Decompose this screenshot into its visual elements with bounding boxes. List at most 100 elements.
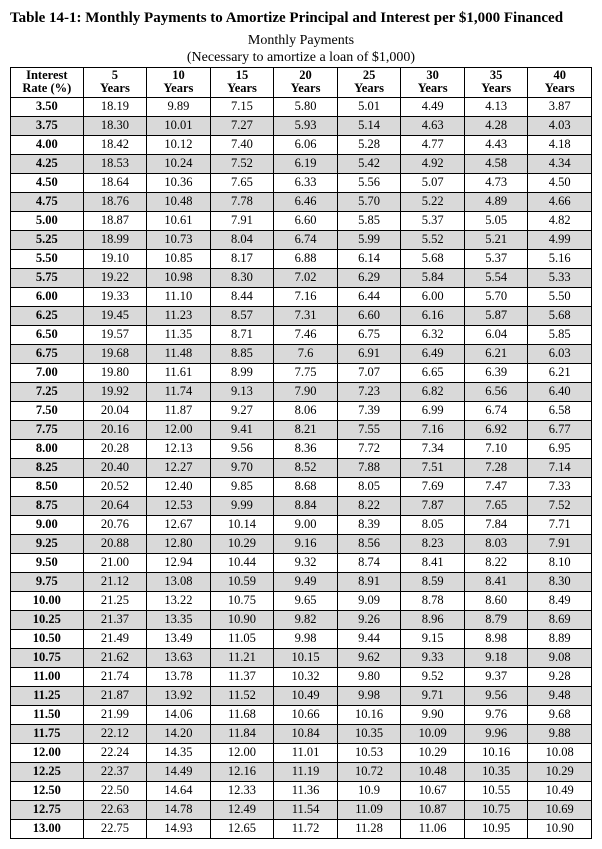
table-row: 4.7518.7610.487.786.465.705.224.894.66 (11, 193, 592, 212)
value-cell: 6.65 (401, 364, 465, 383)
table-row: 6.2519.4511.238.577.316.606.165.875.68 (11, 307, 592, 326)
rate-cell: 4.25 (11, 155, 84, 174)
value-cell: 8.69 (528, 611, 592, 630)
value-cell: 21.49 (83, 630, 147, 649)
value-cell: 6.04 (464, 326, 528, 345)
value-cell: 5.56 (337, 174, 401, 193)
table-row: 7.5020.0411.879.278.067.396.996.746.58 (11, 402, 592, 421)
rate-cell: 7.50 (11, 402, 84, 421)
value-cell: 10.75 (464, 801, 528, 820)
value-cell: 4.49 (401, 98, 465, 117)
rate-cell: 9.00 (11, 516, 84, 535)
table-row: 11.2521.8713.9211.5210.499.989.719.569.4… (11, 687, 592, 706)
table-row: 4.2518.5310.247.526.195.424.924.584.34 (11, 155, 592, 174)
value-cell: 8.05 (337, 478, 401, 497)
value-cell: 7.6 (274, 345, 338, 364)
value-cell: 4.34 (528, 155, 592, 174)
column-header: 5Years (83, 67, 147, 98)
value-cell: 8.52 (274, 459, 338, 478)
value-cell: 19.68 (83, 345, 147, 364)
value-cell: 8.98 (464, 630, 528, 649)
rate-cell: 9.50 (11, 554, 84, 573)
value-cell: 5.99 (337, 231, 401, 250)
value-cell: 5.33 (528, 269, 592, 288)
value-cell: 12.80 (147, 535, 211, 554)
value-cell: 10.59 (210, 573, 274, 592)
value-cell: 9.89 (147, 98, 211, 117)
value-cell: 5.70 (464, 288, 528, 307)
value-cell: 6.46 (274, 193, 338, 212)
value-cell: 21.74 (83, 668, 147, 687)
rate-cell: 5.75 (11, 269, 84, 288)
value-cell: 8.22 (337, 497, 401, 516)
value-cell: 9.90 (401, 706, 465, 725)
value-cell: 9.65 (274, 592, 338, 611)
value-cell: 12.40 (147, 478, 211, 497)
value-cell: 13.92 (147, 687, 211, 706)
value-cell: 22.75 (83, 820, 147, 839)
table-row: 6.0019.3311.108.447.166.446.005.705.50 (11, 288, 592, 307)
value-cell: 11.19 (274, 763, 338, 782)
rate-cell: 10.00 (11, 592, 84, 611)
table-row: 5.5019.1010.858.176.886.145.685.375.16 (11, 250, 592, 269)
value-cell: 6.60 (337, 307, 401, 326)
value-cell: 10.35 (464, 763, 528, 782)
value-cell: 19.10 (83, 250, 147, 269)
value-cell: 9.70 (210, 459, 274, 478)
value-cell: 8.85 (210, 345, 274, 364)
value-cell: 4.82 (528, 212, 592, 231)
value-cell: 6.99 (401, 402, 465, 421)
value-cell: 7.78 (210, 193, 274, 212)
value-cell: 11.09 (337, 801, 401, 820)
value-cell: 11.28 (337, 820, 401, 839)
value-cell: 4.28 (464, 117, 528, 136)
rate-cell: 11.00 (11, 668, 84, 687)
value-cell: 10.29 (528, 763, 592, 782)
value-cell: 6.29 (337, 269, 401, 288)
value-cell: 10.35 (337, 725, 401, 744)
value-cell: 5.68 (528, 307, 592, 326)
value-cell: 6.14 (337, 250, 401, 269)
table-row: 9.5021.0012.9410.449.328.748.418.228.10 (11, 554, 592, 573)
rate-cell: 8.00 (11, 440, 84, 459)
table-row: 6.5019.5711.358.717.466.756.326.045.85 (11, 326, 592, 345)
value-cell: 10.09 (401, 725, 465, 744)
table-row: 11.0021.7413.7811.3710.329.809.529.379.2… (11, 668, 592, 687)
value-cell: 13.08 (147, 573, 211, 592)
table-row: 10.5021.4913.4911.059.989.449.158.988.89 (11, 630, 592, 649)
column-header: 40Years (528, 67, 592, 98)
value-cell: 6.21 (464, 345, 528, 364)
value-cell: 10.53 (337, 744, 401, 763)
value-cell: 6.33 (274, 174, 338, 193)
value-cell: 18.53 (83, 155, 147, 174)
value-cell: 11.84 (210, 725, 274, 744)
table-row: 7.2519.9211.749.137.907.236.826.566.40 (11, 383, 592, 402)
value-cell: 7.28 (464, 459, 528, 478)
value-cell: 21.12 (83, 573, 147, 592)
value-cell: 14.78 (147, 801, 211, 820)
value-cell: 7.91 (210, 212, 274, 231)
value-cell: 8.60 (464, 592, 528, 611)
value-cell: 8.39 (337, 516, 401, 535)
value-cell: 22.50 (83, 782, 147, 801)
table-row: 9.2520.8812.8010.299.168.568.238.037.91 (11, 535, 592, 554)
value-cell: 10.16 (464, 744, 528, 763)
value-cell: 11.36 (274, 782, 338, 801)
column-header: 20Years (274, 67, 338, 98)
rate-cell: 10.75 (11, 649, 84, 668)
value-cell: 18.87 (83, 212, 147, 231)
column-header: 10Years (147, 67, 211, 98)
value-cell: 7.52 (528, 497, 592, 516)
value-cell: 9.33 (401, 649, 465, 668)
value-cell: 11.35 (147, 326, 211, 345)
value-cell: 8.41 (464, 573, 528, 592)
table-row: 4.0018.4210.127.406.065.284.774.434.18 (11, 136, 592, 155)
value-cell: 20.64 (83, 497, 147, 516)
value-cell: 11.23 (147, 307, 211, 326)
value-cell: 11.87 (147, 402, 211, 421)
table-row: 9.7521.1213.0810.599.498.918.598.418.30 (11, 573, 592, 592)
value-cell: 7.31 (274, 307, 338, 326)
value-cell: 7.75 (274, 364, 338, 383)
value-cell: 9.56 (210, 440, 274, 459)
value-cell: 18.19 (83, 98, 147, 117)
